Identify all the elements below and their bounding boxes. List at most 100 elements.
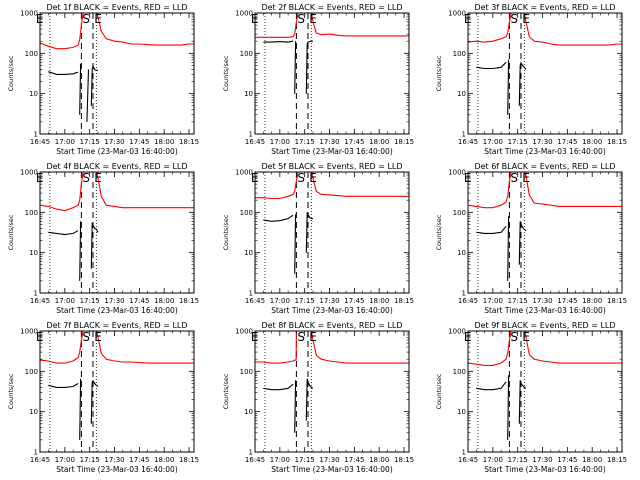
y-axis-label: Counts/sec xyxy=(222,55,230,91)
x-axis-label: Start Time (23-Mar-03 16:40:00) xyxy=(484,306,606,315)
x-tick-label: 17:45 xyxy=(344,138,364,146)
e-marker-label: E xyxy=(251,330,259,344)
x-tick-label: 16:45 xyxy=(458,138,478,146)
plot-frame xyxy=(39,171,195,294)
y-tick-label: 1 xyxy=(34,131,38,139)
x-tick-label: 18:15 xyxy=(394,456,414,464)
y-tick-label: 100 xyxy=(453,209,466,217)
events-series-line xyxy=(90,64,98,106)
events-series-line xyxy=(48,230,79,236)
x-tick-label: 17:30 xyxy=(532,456,552,464)
panel-title: Det 7f BLACK = Events, RED = LLD xyxy=(46,321,187,330)
panel-title: Det 6f BLACK = Events, RED = LLD xyxy=(474,162,615,171)
x-tick-label: 17:45 xyxy=(129,297,149,305)
e-marker-label: E xyxy=(36,12,44,26)
lld-series-line xyxy=(310,331,409,364)
e-marker-label: E xyxy=(464,12,472,26)
x-tick-label: 17:00 xyxy=(270,297,290,305)
y-tick-label: 100 xyxy=(240,50,253,58)
panel-title: Det 3f BLACK = Events, RED = LLD xyxy=(474,3,615,12)
x-tick-label: 17:30 xyxy=(104,297,124,305)
y-tick-label: 1000 xyxy=(20,10,38,18)
y-tick-label: 1 xyxy=(249,131,253,139)
y-tick-label: 10 xyxy=(457,249,466,257)
lld-series-line xyxy=(95,172,194,209)
x-tick-label: 17:45 xyxy=(557,456,577,464)
x-tick-label: 17:45 xyxy=(557,138,577,146)
x-tick-label: 18:00 xyxy=(369,456,389,464)
events-series-line xyxy=(263,383,294,391)
e-marker-label: E xyxy=(36,171,44,185)
x-tick-label: 17:15 xyxy=(80,297,100,305)
x-tick-label: 18:15 xyxy=(394,297,414,305)
events-series-line xyxy=(507,375,510,440)
x-tick-label: 16:45 xyxy=(458,297,478,305)
y-tick-label: 10 xyxy=(244,90,253,98)
y-tick-label: 1 xyxy=(462,449,466,457)
events-series-line xyxy=(507,59,510,115)
lld-series-line xyxy=(523,13,622,46)
events-series-line xyxy=(294,214,297,274)
x-tick-label: 17:30 xyxy=(104,456,124,464)
x-axis-label: Start Time (23-Mar-03 16:40:00) xyxy=(56,147,178,156)
e-marker-label: E xyxy=(522,12,530,26)
x-tick-label: 18:00 xyxy=(582,297,602,305)
e-marker-label: E xyxy=(309,171,317,185)
s-marker-label: S xyxy=(510,12,518,26)
lld-series-line xyxy=(310,13,409,37)
events-series-line xyxy=(305,212,313,253)
y-axis-label: Counts/sec xyxy=(7,214,15,250)
y-tick-label: 1000 xyxy=(448,10,466,18)
x-tick-label: 17:45 xyxy=(344,297,364,305)
y-axis-label: Counts/sec xyxy=(435,373,443,409)
lld-series-line xyxy=(40,13,84,50)
y-axis-label: Counts/sec xyxy=(435,55,443,91)
lld-series-line xyxy=(255,13,299,38)
x-tick-label: 18:15 xyxy=(179,456,199,464)
s-marker-label: S xyxy=(82,330,90,344)
y-tick-label: 10 xyxy=(29,249,38,257)
e-marker-label: E xyxy=(464,330,472,344)
x-axis-label: Start Time (23-Mar-03 16:40:00) xyxy=(56,465,178,474)
x-tick-label: 17:00 xyxy=(55,456,75,464)
y-tick-label: 1000 xyxy=(20,169,38,177)
panel-title: Det 4f BLACK = Events, RED = LLD xyxy=(46,162,187,171)
x-tick-label: 17:15 xyxy=(508,456,528,464)
lld-series-line xyxy=(310,172,409,197)
y-tick-label: 10 xyxy=(457,90,466,98)
x-tick-label: 16:45 xyxy=(245,297,265,305)
lld-series-line xyxy=(468,13,512,43)
x-tick-label: 17:15 xyxy=(295,456,315,464)
events-series-line xyxy=(507,216,510,281)
panel-title: Det 1f BLACK = Events, RED = LLD xyxy=(46,3,187,12)
x-tick-label: 17:30 xyxy=(104,138,124,146)
s-marker-label: S xyxy=(297,171,305,185)
events-series-line xyxy=(90,379,99,424)
e-marker-label: E xyxy=(36,330,44,344)
y-tick-label: 100 xyxy=(453,50,466,58)
x-tick-label: 18:00 xyxy=(369,138,389,146)
events-series-line xyxy=(518,61,527,106)
plot-frame xyxy=(254,171,410,294)
x-axis-label: Start Time (23-Mar-03 16:40:00) xyxy=(271,465,393,474)
y-tick-label: 1000 xyxy=(235,328,253,336)
x-tick-label: 18:00 xyxy=(154,297,174,305)
x-tick-label: 17:00 xyxy=(270,138,290,146)
x-tick-label: 16:45 xyxy=(245,138,265,146)
lld-series-line xyxy=(468,331,512,366)
x-tick-label: 17:00 xyxy=(483,297,503,305)
e-marker-label: E xyxy=(464,171,472,185)
x-tick-label: 18:00 xyxy=(582,456,602,464)
x-tick-label: 17:15 xyxy=(295,297,315,305)
x-tick-label: 17:15 xyxy=(80,138,100,146)
e-marker-label: E xyxy=(251,12,259,26)
x-tick-label: 17:00 xyxy=(483,456,503,464)
x-axis-label: Start Time (23-Mar-03 16:40:00) xyxy=(484,465,606,474)
events-series-line xyxy=(518,380,527,424)
plot-frame xyxy=(467,330,623,453)
y-tick-label: 10 xyxy=(244,408,253,416)
